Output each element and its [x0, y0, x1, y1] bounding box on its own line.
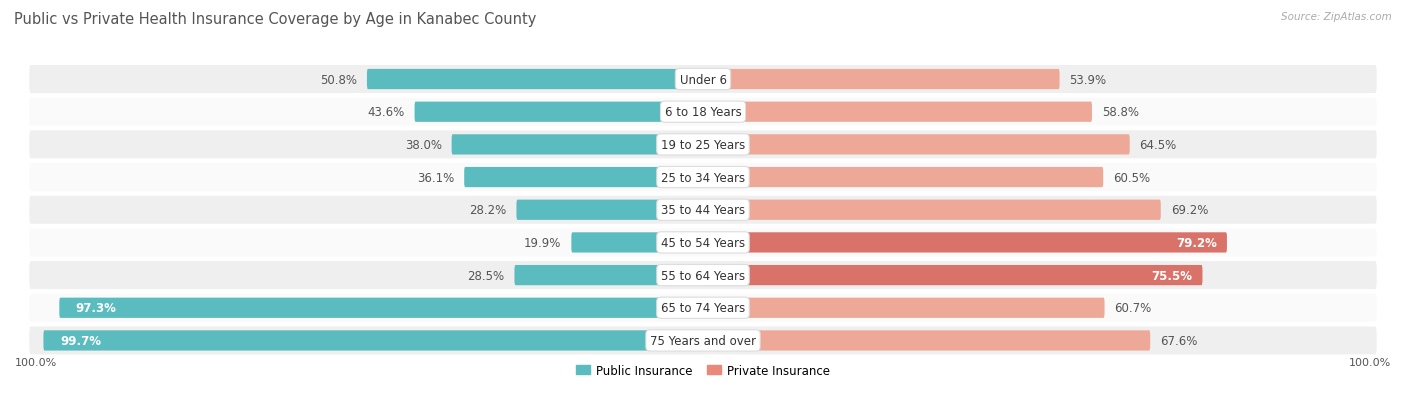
- Text: 19.9%: 19.9%: [524, 236, 561, 249]
- Text: 36.1%: 36.1%: [418, 171, 454, 184]
- Text: 28.5%: 28.5%: [467, 269, 505, 282]
- FancyBboxPatch shape: [28, 97, 1378, 128]
- FancyBboxPatch shape: [703, 200, 1161, 220]
- FancyBboxPatch shape: [703, 298, 1105, 318]
- Text: 43.6%: 43.6%: [367, 106, 405, 119]
- FancyBboxPatch shape: [703, 233, 1227, 253]
- Text: 6 to 18 Years: 6 to 18 Years: [665, 106, 741, 119]
- FancyBboxPatch shape: [451, 135, 703, 155]
- FancyBboxPatch shape: [28, 261, 1378, 290]
- Text: 100.0%: 100.0%: [1348, 357, 1391, 367]
- FancyBboxPatch shape: [28, 293, 1378, 323]
- Text: 100.0%: 100.0%: [15, 357, 58, 367]
- FancyBboxPatch shape: [28, 195, 1378, 225]
- Text: 99.7%: 99.7%: [60, 334, 101, 347]
- FancyBboxPatch shape: [703, 168, 1104, 188]
- FancyBboxPatch shape: [703, 102, 1092, 123]
- Text: 35 to 44 Years: 35 to 44 Years: [661, 204, 745, 217]
- Text: 28.2%: 28.2%: [470, 204, 506, 217]
- Text: 19 to 25 Years: 19 to 25 Years: [661, 138, 745, 152]
- Text: Public vs Private Health Insurance Coverage by Age in Kanabec County: Public vs Private Health Insurance Cover…: [14, 12, 537, 27]
- Text: 75.5%: 75.5%: [1152, 269, 1192, 282]
- Legend: Public Insurance, Private Insurance: Public Insurance, Private Insurance: [571, 359, 835, 382]
- FancyBboxPatch shape: [703, 135, 1129, 155]
- Text: 79.2%: 79.2%: [1177, 236, 1218, 249]
- FancyBboxPatch shape: [367, 70, 703, 90]
- FancyBboxPatch shape: [703, 330, 1150, 351]
- Text: 67.6%: 67.6%: [1160, 334, 1198, 347]
- Text: 50.8%: 50.8%: [321, 74, 357, 86]
- Text: 58.8%: 58.8%: [1102, 106, 1139, 119]
- Text: 45 to 54 Years: 45 to 54 Years: [661, 236, 745, 249]
- Text: 53.9%: 53.9%: [1070, 74, 1107, 86]
- Text: 38.0%: 38.0%: [405, 138, 441, 152]
- FancyBboxPatch shape: [464, 168, 703, 188]
- FancyBboxPatch shape: [28, 325, 1378, 356]
- FancyBboxPatch shape: [28, 65, 1378, 95]
- Text: 55 to 64 Years: 55 to 64 Years: [661, 269, 745, 282]
- Text: 65 to 74 Years: 65 to 74 Years: [661, 301, 745, 315]
- Text: 60.5%: 60.5%: [1114, 171, 1150, 184]
- FancyBboxPatch shape: [516, 200, 703, 220]
- Text: 97.3%: 97.3%: [76, 301, 117, 315]
- FancyBboxPatch shape: [59, 298, 703, 318]
- FancyBboxPatch shape: [44, 330, 703, 351]
- FancyBboxPatch shape: [515, 265, 703, 285]
- Text: 64.5%: 64.5%: [1140, 138, 1177, 152]
- FancyBboxPatch shape: [703, 265, 1202, 285]
- FancyBboxPatch shape: [28, 130, 1378, 160]
- FancyBboxPatch shape: [28, 163, 1378, 192]
- Text: 25 to 34 Years: 25 to 34 Years: [661, 171, 745, 184]
- Text: 60.7%: 60.7%: [1115, 301, 1152, 315]
- FancyBboxPatch shape: [703, 70, 1060, 90]
- FancyBboxPatch shape: [415, 102, 703, 123]
- Text: Under 6: Under 6: [679, 74, 727, 86]
- FancyBboxPatch shape: [28, 228, 1378, 258]
- Text: 75 Years and over: 75 Years and over: [650, 334, 756, 347]
- Text: 69.2%: 69.2%: [1171, 204, 1208, 217]
- Text: Source: ZipAtlas.com: Source: ZipAtlas.com: [1281, 12, 1392, 22]
- FancyBboxPatch shape: [571, 233, 703, 253]
